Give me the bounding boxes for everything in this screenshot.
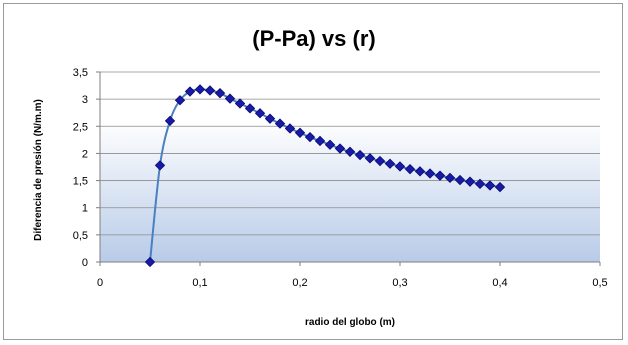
data-point — [484, 180, 496, 191]
y-tick-label: 2 — [82, 148, 88, 160]
y-axis-label: Diferencia de presión (N/m.m) — [33, 99, 44, 241]
y-tick-label: 3 — [82, 94, 88, 106]
x-tick-label: 0,1 — [192, 277, 207, 289]
data-point — [494, 181, 506, 193]
data-point — [434, 170, 446, 181]
data-point — [184, 86, 196, 97]
background-band-rect — [100, 119, 600, 263]
data-point — [474, 178, 486, 189]
y-tick-label: 1 — [82, 203, 88, 215]
x-tick-label: 0 — [97, 277, 103, 289]
data-point — [214, 88, 226, 99]
y-tick-label: 0,5 — [73, 230, 88, 242]
data-point — [224, 93, 236, 104]
x-axis-label: radio del globo (m) — [305, 317, 395, 328]
plot-background-band — [100, 119, 600, 263]
data-point — [374, 155, 386, 167]
data-point — [364, 153, 376, 164]
data-point — [354, 149, 366, 161]
chart-svg: 0 0,1 0,2 0,3 0,4 0,5 0 0,5 1 1,5 2 2,5 3 3,5 (P-Pa) … — [33, 26, 608, 328]
data-point — [154, 160, 166, 171]
series-markers — [144, 84, 506, 268]
data-point — [344, 146, 356, 157]
data-point — [264, 113, 276, 124]
data-point — [194, 84, 206, 95]
y-tick-label: 1,5 — [73, 176, 88, 188]
x-tick-label: 0,5 — [592, 277, 607, 289]
y-tick-label: 0 — [82, 257, 88, 269]
data-point — [244, 103, 256, 114]
data-point — [144, 256, 156, 268]
y-tick-label: 2,5 — [73, 121, 88, 133]
chart-title: (P-Pa) vs (r) — [252, 26, 375, 51]
data-point — [274, 118, 286, 129]
data-point — [174, 95, 186, 106]
axes — [96, 71, 601, 266]
data-point — [254, 108, 266, 119]
data-point — [164, 115, 176, 127]
data-point — [324, 139, 336, 150]
data-point — [294, 127, 306, 138]
data-point — [334, 143, 346, 154]
data-point — [414, 166, 426, 177]
x-tick-label: 0,3 — [392, 277, 407, 289]
data-point — [304, 131, 316, 143]
x-tick-label: 0,4 — [492, 277, 507, 289]
data-point — [234, 98, 246, 109]
y-tick-label: 3,5 — [73, 67, 88, 79]
data-point — [204, 85, 216, 96]
data-point — [454, 174, 466, 186]
chart-frame: 0 0,1 0,2 0,3 0,4 0,5 0 0,5 1 1,5 2 2,5 3 3,5 (P-Pa) … — [3, 3, 623, 340]
x-tick-label: 0,2 — [292, 277, 307, 289]
data-point — [444, 172, 456, 184]
data-point — [424, 168, 436, 179]
data-point — [314, 135, 326, 147]
data-point — [394, 161, 406, 172]
data-point — [284, 123, 296, 134]
data-point — [384, 158, 396, 169]
tick-labels: 0 0,1 0,2 0,3 0,4 0,5 0 0,5 1 1,5 2 2,5 3 3,5 — [73, 67, 608, 289]
data-point — [404, 164, 416, 175]
data-point — [464, 176, 476, 187]
